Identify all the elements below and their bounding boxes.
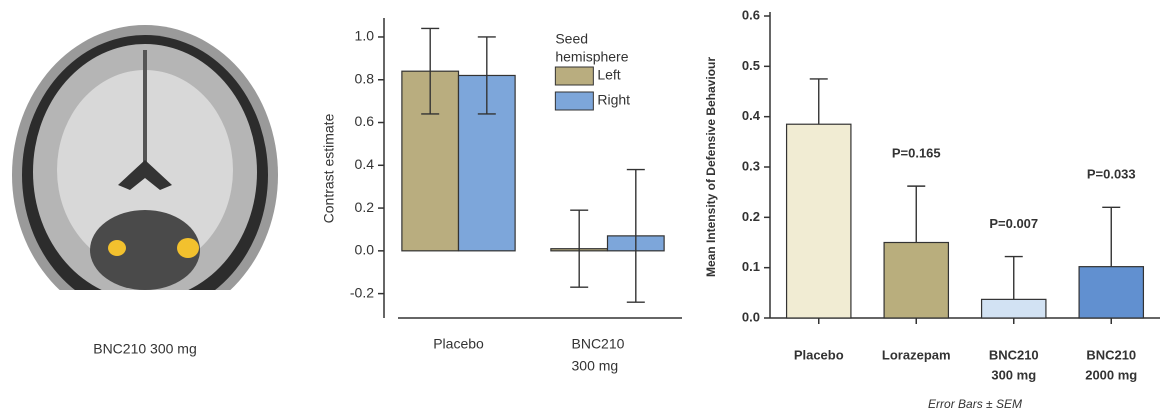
y-tick-label: 0.0	[742, 309, 760, 324]
y-axis-label: Mean Intensity of Defensive Behaviour	[704, 57, 718, 277]
y-tick-label: 0.6	[742, 7, 760, 22]
error-bar	[626, 168, 645, 303]
bar	[883, 241, 950, 319]
x-tick-label: 300 mg	[991, 367, 1036, 382]
x-tick-label: BNC210	[989, 347, 1039, 362]
y-tick-label: 0.4	[742, 108, 761, 123]
bar	[1078, 266, 1145, 319]
x-tick-label: 300 mg	[572, 358, 619, 374]
x-tick-label: Lorazepam	[882, 347, 951, 362]
chart-2: 0.0 0.1 0.2 0.3 0.4 0.5 0.6 Mean Intensity of D…	[704, 7, 1160, 411]
y-axis-label: Contrast estimate	[321, 113, 337, 223]
legend-swatch	[554, 66, 594, 86]
x-tick-label: 2000 mg	[1085, 367, 1137, 382]
y-tick-label: 0.2	[742, 209, 760, 224]
error-bar	[809, 78, 828, 125]
y-tick-label: 1.0	[355, 28, 375, 44]
y-tick-label: -0.2	[350, 284, 374, 300]
error-bar	[477, 36, 496, 115]
p-value-label: P=0.165	[892, 146, 941, 161]
y-tick-label: 0.0	[355, 242, 375, 258]
x-tick-label: BNC210	[572, 336, 625, 352]
x-tick-label: Placebo	[433, 336, 484, 352]
x-tick-label: BNC210	[1086, 347, 1136, 362]
bar	[980, 298, 1047, 319]
error-bar	[421, 27, 440, 115]
y-tick-label: 0.1	[742, 259, 760, 274]
footnote: Error Bars ± SEM	[928, 397, 1022, 411]
chart-1: -0.2 0.0 0.2 0.4 0.6 0.8 1.0 Contrast estimate P…	[321, 18, 682, 374]
error-bar	[907, 185, 926, 243]
error-bar	[1004, 255, 1023, 300]
y-tick-label: 0.4	[355, 156, 375, 172]
y-tick-label: 0.8	[355, 70, 375, 86]
p-value-label: P=0.033	[1087, 167, 1136, 182]
legend-label: Left	[597, 67, 620, 83]
brain-image	[12, 25, 278, 325]
legend-label: Right	[597, 92, 630, 108]
y-tick-label: 0.6	[355, 113, 375, 129]
p-value-label: P=0.007	[989, 216, 1038, 231]
legend-title: Seed	[555, 31, 588, 47]
error-bar	[570, 209, 589, 288]
y-tick-label: 0.5	[742, 58, 760, 73]
y-tick-label: 0.2	[355, 199, 375, 215]
y-tick-label: 0.3	[742, 158, 760, 173]
x-tick-label: Placebo	[794, 347, 844, 362]
legend-title: hemisphere	[555, 49, 628, 65]
error-bar	[1102, 206, 1121, 267]
bar	[785, 123, 852, 319]
legend-swatch	[554, 91, 594, 111]
image-caption: BNC210 300 mg	[93, 341, 197, 357]
bar	[401, 70, 460, 252]
